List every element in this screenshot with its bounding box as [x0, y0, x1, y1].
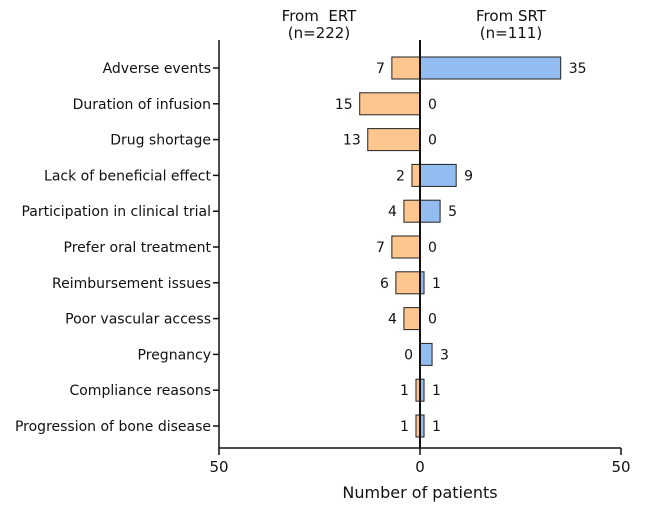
- category-label: Poor vascular access: [65, 312, 211, 328]
- data-label-srt: 3: [440, 347, 449, 363]
- category-label: Lack of beneficial effect: [44, 168, 211, 184]
- data-label-ert: 7: [376, 61, 385, 77]
- data-label-ert: 6: [380, 276, 389, 292]
- x-tick-label: 0: [415, 458, 425, 476]
- data-label-ert: 7: [376, 240, 385, 256]
- category-label: Drug shortage: [110, 133, 211, 149]
- data-label-srt: 1: [432, 276, 441, 292]
- category-label: Compliance reasons: [69, 383, 211, 399]
- bar-ert: [367, 128, 421, 152]
- category-label: Reimbursement issues: [52, 276, 211, 292]
- data-label-srt: 9: [464, 168, 473, 184]
- bar-ert: [391, 235, 421, 259]
- data-label-ert: 15: [335, 97, 353, 113]
- data-label-ert: 1: [400, 383, 409, 399]
- category-label: Adverse events: [103, 61, 211, 77]
- data-label-srt: 0: [428, 312, 437, 328]
- left-header-subtitle: (n=222): [287, 24, 351, 42]
- x-tick-label: 50: [209, 458, 228, 476]
- data-label-ert: 0: [404, 347, 413, 363]
- category-label: Progression of bone disease: [15, 419, 211, 435]
- left-header-title: From ERT: [281, 7, 357, 25]
- right-header-title: From SRT: [476, 7, 546, 25]
- category-label: Pregnancy: [138, 347, 211, 363]
- bar-srt: [419, 56, 562, 80]
- bar-srt: [419, 342, 433, 366]
- bar-ert: [411, 163, 421, 187]
- category-label: Duration of infusion: [73, 97, 211, 113]
- x-axis-title: Number of patients: [342, 483, 497, 502]
- data-label-srt: 35: [569, 61, 587, 77]
- data-label-srt: 1: [432, 419, 441, 435]
- bar-srt: [419, 199, 441, 223]
- data-label-srt: 5: [448, 204, 457, 220]
- right-header-subtitle: (n=111): [479, 24, 543, 42]
- data-label-srt: 0: [428, 97, 437, 113]
- data-label-ert: 4: [388, 204, 397, 220]
- data-label-ert: 1: [400, 419, 409, 435]
- left-header: From ERT (n=222): [254, 8, 384, 42]
- data-label-ert: 13: [343, 133, 361, 149]
- category-label: Participation in clinical trial: [21, 204, 211, 220]
- bar-ert: [403, 307, 421, 331]
- data-label-ert: 4: [388, 312, 397, 328]
- right-header: From SRT (n=111): [446, 8, 576, 42]
- data-label-srt: 0: [428, 240, 437, 256]
- x-tick-label: 50: [611, 458, 630, 476]
- data-label-srt: 1: [432, 383, 441, 399]
- bar-ert: [391, 56, 421, 80]
- category-label: Prefer oral treatment: [64, 240, 212, 256]
- data-label-ert: 2: [396, 168, 405, 184]
- bar-ert: [359, 92, 421, 116]
- bar-srt: [419, 163, 457, 187]
- bar-ert: [395, 271, 421, 295]
- bar-ert: [403, 199, 421, 223]
- data-label-srt: 0: [428, 133, 437, 149]
